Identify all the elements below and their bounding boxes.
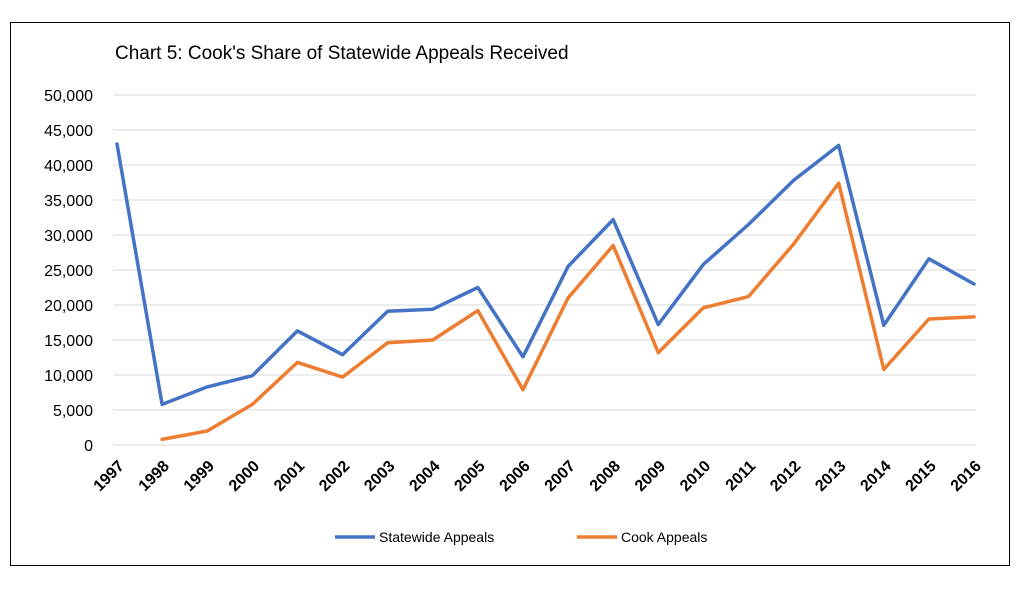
- y-tick-label: 20,000: [44, 298, 93, 315]
- x-tick-label: 2016: [948, 458, 985, 495]
- x-tick-label: 2004: [406, 458, 443, 495]
- y-axis-ticks: 0 5,000 10,000 15,000 20,000 25,000 30,000 35,0…: [44, 88, 93, 455]
- x-tick-label: 2000: [226, 458, 263, 495]
- y-tick-label: 40,000: [44, 158, 93, 175]
- chart-frame: Chart 5: Cook's Share of Statewide Appea…: [10, 22, 1010, 566]
- x-tick-label: 1998: [136, 458, 173, 495]
- x-tick-label: 2006: [497, 458, 534, 495]
- y-tick-label: 15,000: [44, 333, 93, 350]
- legend-label: Cook Appeals: [621, 529, 707, 545]
- series-1: [115, 142, 976, 407]
- chart-title: Chart 5: Cook's Share of Statewide Appea…: [115, 43, 569, 64]
- x-tick-label: 1999: [181, 458, 218, 495]
- line-chart: Chart 5: Cook's Share of Statewide Appea…: [44, 43, 985, 545]
- series-line: [115, 142, 976, 407]
- x-tick-label: 2009: [632, 458, 669, 495]
- y-tick-label: 0: [84, 438, 93, 455]
- y-tick-label: 50,000: [44, 88, 93, 105]
- x-tick-label: 2005: [451, 458, 488, 495]
- legend-item: Cook Appeals: [577, 529, 707, 545]
- legend-item: Statewide Appeals: [335, 529, 494, 545]
- series-lines: [115, 142, 976, 442]
- y-tick-label: 30,000: [44, 228, 93, 245]
- x-tick-label: 2001: [271, 458, 308, 495]
- legend-label: Statewide Appeals: [379, 529, 494, 545]
- x-tick-label: 2003: [361, 458, 398, 495]
- x-tick-label: 1997: [91, 458, 128, 495]
- x-tick-label: 2008: [587, 458, 624, 495]
- x-tick-label: 2013: [812, 458, 849, 495]
- series-2: [160, 181, 976, 442]
- y-tick-label: 45,000: [44, 123, 93, 140]
- legend: Statewide Appeals Cook Appeals: [335, 529, 707, 545]
- gridlines: [113, 94, 976, 446]
- x-tick-label: 2014: [857, 458, 894, 495]
- y-tick-label: 25,000: [44, 263, 93, 280]
- x-tick-label: 2012: [767, 458, 804, 495]
- x-tick-label: 2002: [316, 458, 353, 495]
- x-tick-label: 2007: [542, 458, 579, 495]
- x-tick-label: 2015: [903, 458, 940, 495]
- y-tick-label: 5,000: [53, 403, 93, 420]
- series-line: [160, 181, 976, 442]
- x-tick-label: 2010: [677, 458, 714, 495]
- y-tick-label: 10,000: [44, 368, 93, 385]
- x-tick-label: 2011: [723, 458, 760, 495]
- x-axis-ticks: 1997 1998 1999 2000 2001 2002 2003 2004 2005 2006…: [91, 458, 985, 495]
- y-tick-label: 35,000: [44, 193, 93, 210]
